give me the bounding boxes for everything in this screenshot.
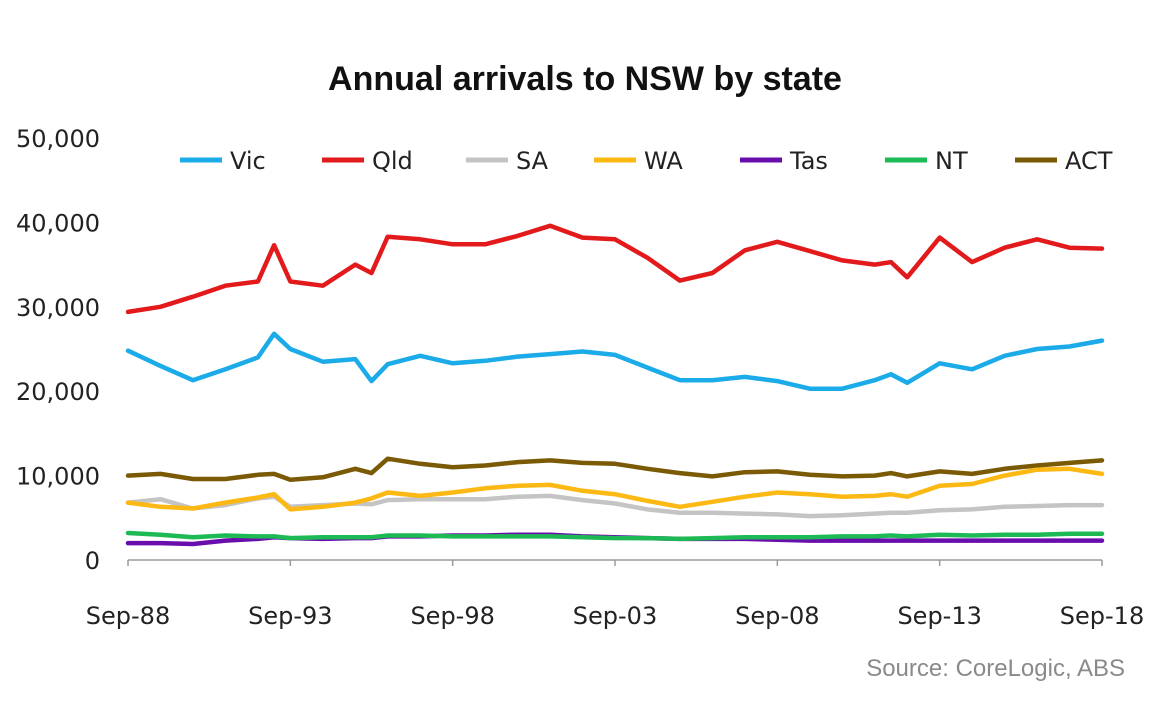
source-note: Source: CoreLogic, ABS [866, 655, 1125, 682]
x-tick-label: Sep-08 [735, 602, 819, 630]
x-tick-label: Sep-98 [410, 602, 494, 630]
series-line-qld [125, 223, 1105, 315]
y-tick-label: 0 [85, 547, 100, 575]
legend: Vic Qld SA WA Tas NT ACT [180, 147, 1113, 175]
y-tick-label: 10,000 [16, 463, 100, 491]
legend-label-tas: Tas [789, 147, 828, 175]
plot-area [125, 223, 1105, 547]
x-tick-label: Sep-88 [86, 602, 170, 630]
legend-label-nt: NT [935, 147, 968, 175]
series-line-vic [125, 331, 1105, 391]
y-tick-label: 30,000 [16, 294, 100, 322]
x-tick-label: Sep-93 [248, 602, 332, 630]
x-tick-label: Sep-03 [573, 602, 657, 630]
y-tick-label: 40,000 [16, 209, 100, 237]
legend-label-qld: Qld [372, 147, 413, 175]
legend-label-sa: SA [516, 147, 549, 175]
x-tick-label: Sep-13 [897, 602, 981, 630]
x-axis: Sep-88 Sep-93 Sep-98 Sep-03 Sep-08 Sep-13 Sep-… [86, 559, 1144, 630]
legend-label-vic: Vic [230, 147, 266, 175]
y-tick-label: 50,000 [16, 125, 100, 153]
series-line-sa [125, 493, 1105, 519]
x-tick-label: Sep-18 [1060, 602, 1144, 630]
chart-title: Annual arrivals to NSW by state [328, 60, 842, 98]
legend-label-wa: WA [644, 147, 683, 175]
y-tick-label: 20,000 [16, 378, 100, 406]
series-line-nt [125, 530, 1105, 542]
y-axis: 0 10,000 20,000 30,000 40,000 50,000 [16, 125, 100, 575]
series-line-wa [125, 466, 1105, 512]
series-line-act [125, 456, 1105, 483]
legend-label-act: ACT [1065, 147, 1113, 175]
